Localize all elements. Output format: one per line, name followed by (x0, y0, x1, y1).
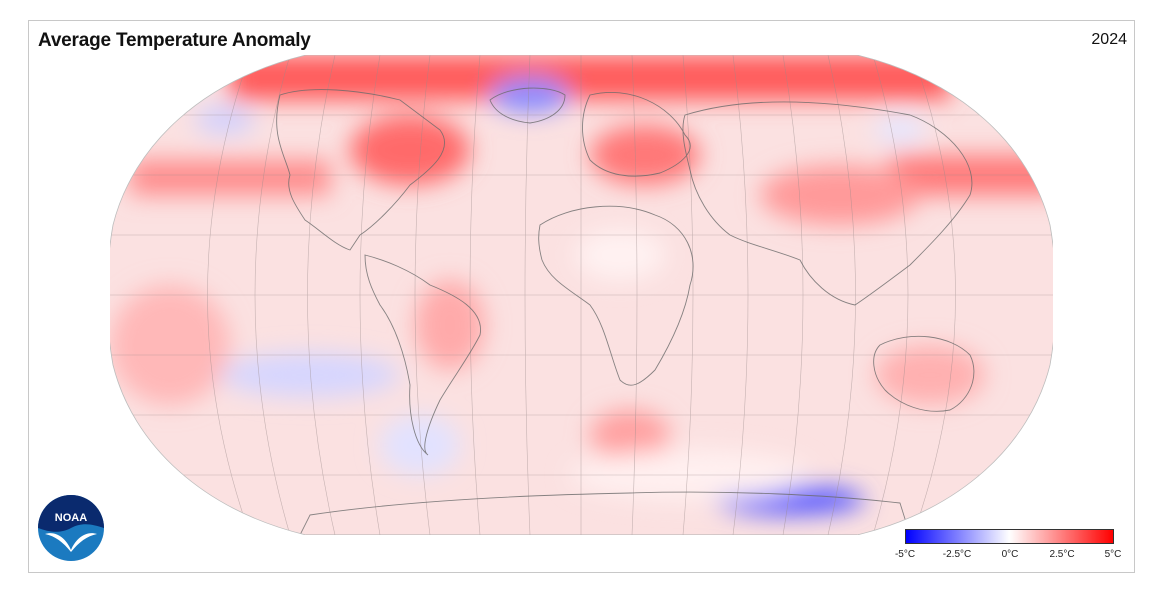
map-svg (106, 54, 1057, 536)
north-america-outline (276, 89, 446, 251)
legend-tick-max: 5°C (1104, 549, 1122, 560)
graticule (110, 55, 1053, 535)
legend-tick-pos-half: 2.5°C (1049, 549, 1075, 560)
noaa-logo-gull (45, 533, 97, 552)
antarctica-outline (299, 491, 911, 535)
greenland-outline (489, 87, 566, 124)
legend-tick-zero: 0°C (1001, 549, 1019, 560)
legend-tick-neg-half: -2.5°C (942, 549, 972, 560)
africa-outline (538, 205, 694, 386)
sahara-neutral (575, 230, 665, 280)
asia-outline (682, 101, 973, 306)
south-america-warm (415, 280, 485, 370)
east-pacific-cold (220, 353, 400, 397)
noaa-logo-text: NOAA (55, 512, 87, 524)
arctic-warm (230, 55, 950, 100)
europe-warm (590, 125, 700, 185)
noaa-logo-top (38, 495, 104, 532)
alaska-cold (195, 106, 255, 134)
north-pacific-warm (130, 160, 330, 195)
world-anomaly-map (106, 54, 1057, 536)
south-america-outline (364, 254, 481, 456)
australia-outline (873, 335, 975, 412)
bering-cold (875, 115, 925, 145)
color-legend: -5°C -2.5°C 0°C 2.5°C 5°C (894, 529, 1123, 563)
year-label: 2024 (1091, 31, 1127, 48)
asia-warm (760, 165, 920, 225)
west-pacific-warm (110, 285, 230, 405)
europe-outline (582, 91, 691, 177)
south-atlantic-warm (590, 410, 670, 460)
legend-colorbar (905, 529, 1114, 544)
greenland-cold (490, 77, 570, 113)
map-title: Average Temperature Anomaly (38, 30, 311, 51)
coastlines (276, 87, 975, 535)
legend-tick-min: -5°C (894, 549, 916, 560)
canada-warm (350, 115, 470, 185)
noaa-logo: NOAA (38, 495, 104, 561)
